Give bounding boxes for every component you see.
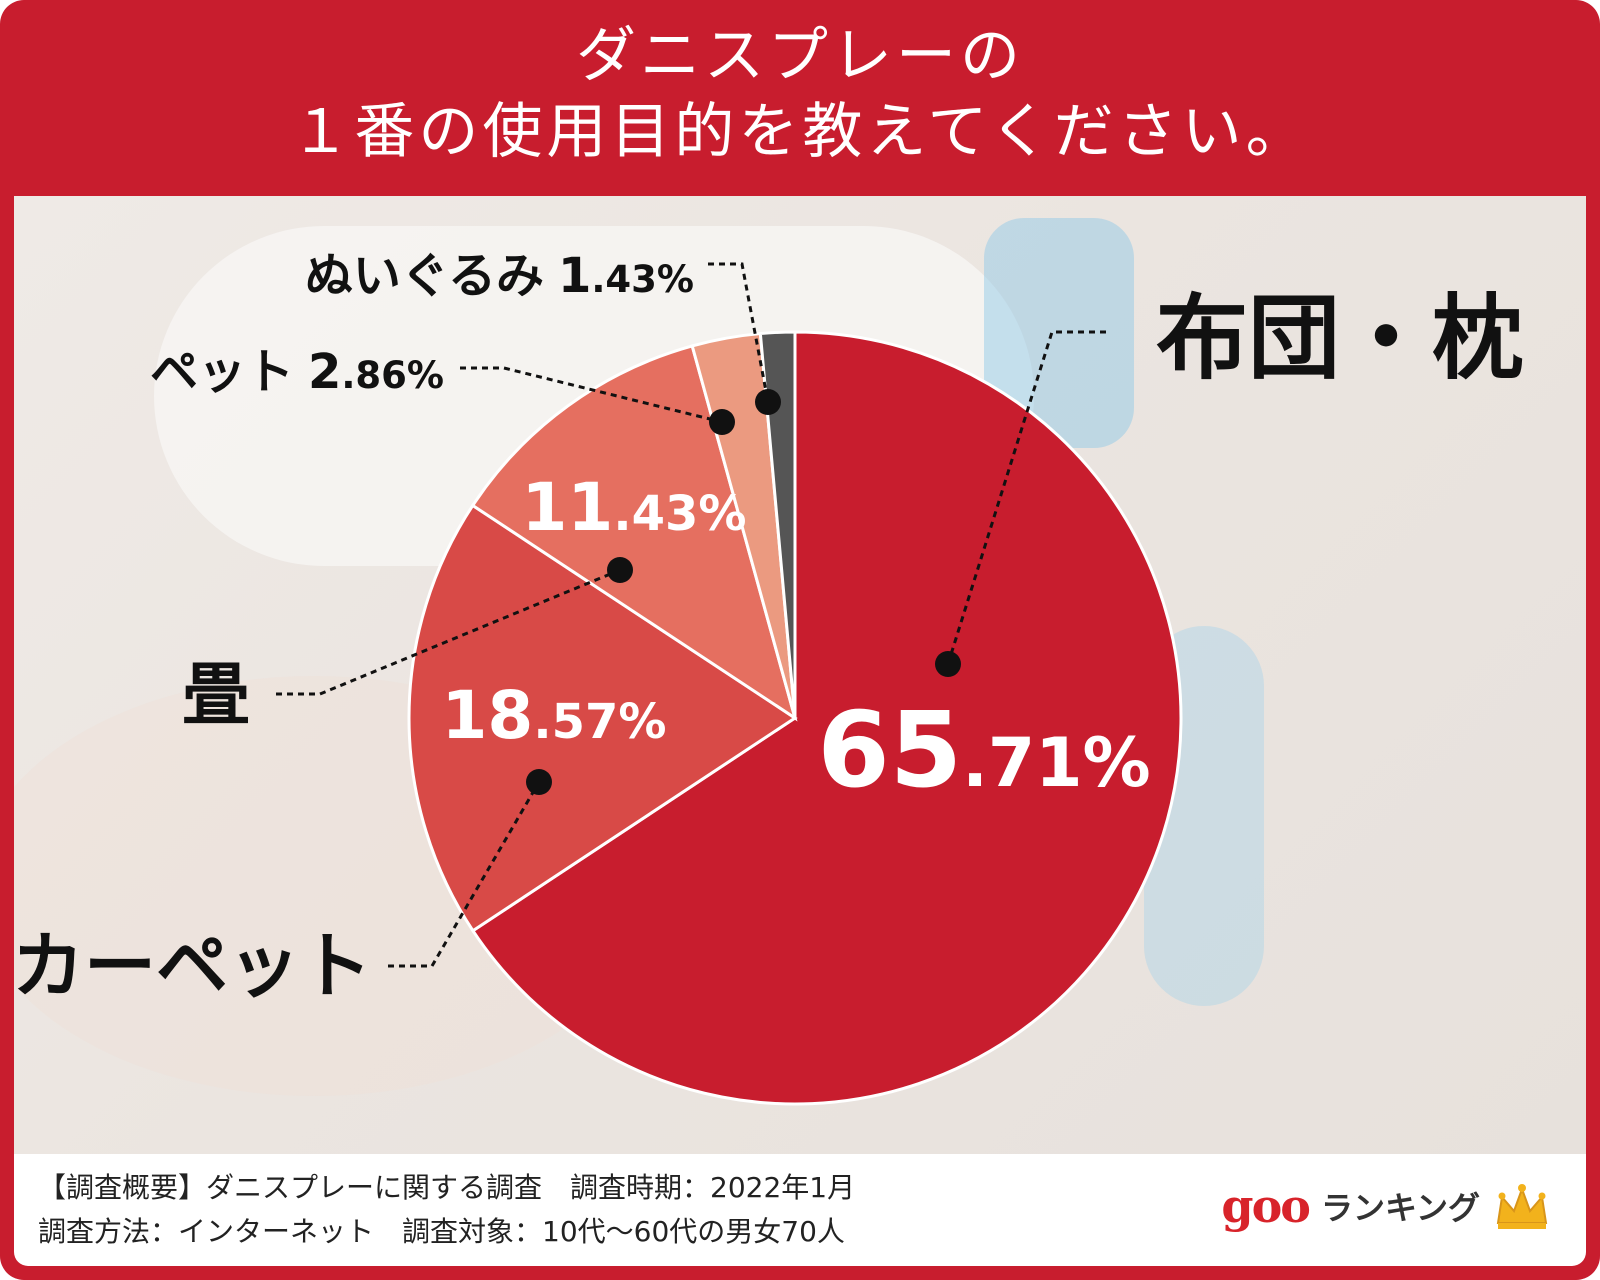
category-name-pet: ペット <box>150 344 294 400</box>
survey-line-1: 【調査概要】ダニスプレーに関する調査 調査時期：2022年1月 <box>38 1171 856 1204</box>
leader-dot-futon <box>935 651 961 677</box>
value-int-stuffed-toy: 1 <box>558 248 591 304</box>
leader-line-carpet <box>388 781 541 968</box>
value-int-pet: 2 <box>308 344 341 400</box>
pie-slice-stuffed-toy <box>758 330 797 719</box>
chart-panel: 65.71% 18.57% 11.43% 布団・枕 カーペット畳ペット 2.86% ぬいぐる… <box>14 196 1586 1154</box>
pie-slice-tatami <box>470 344 798 722</box>
crown-icon <box>1496 1184 1548 1229</box>
value-int-tatami: 11 <box>522 469 614 546</box>
leader-dot-carpet <box>526 769 552 795</box>
category-label-carpet: カーペット <box>14 924 372 1008</box>
category-label-tatami: 畳 <box>182 656 250 735</box>
value-dec-pet: .86% <box>341 354 444 397</box>
survey-line-2: 調査方法：インターネット 調査対象：10代〜60代の男女70人 <box>38 1215 845 1248</box>
value-label-futon: 65.71% <box>817 689 1150 811</box>
logo-goo-text: goo <box>1221 1179 1311 1233</box>
leader-line-stuffed-toy <box>708 262 770 403</box>
value-label-tatami: 11.43% <box>522 469 747 546</box>
category-name-stuffed-toy: ぬいぐるみ <box>305 248 544 304</box>
value-int-carpet: 18 <box>442 677 534 754</box>
category-label-stuffed-toy: ぬいぐるみ 1.43% <box>305 248 694 304</box>
leader-dot-pet <box>709 409 735 435</box>
pie-slice-carpet <box>407 503 798 933</box>
category-name-tatami: 畳 <box>182 656 250 735</box>
title-line-1: ダニスプレーの <box>576 21 1024 91</box>
category-label-pet: ペット 2.86% <box>150 344 444 400</box>
leader-dot-tatami <box>607 557 633 583</box>
logo-ranking-text: ランキング <box>1320 1189 1480 1227</box>
category-name-futon: 布団・枕 <box>1156 285 1524 392</box>
category-name-carpet: カーペット <box>14 924 372 1008</box>
value-label-carpet: 18.57% <box>442 677 667 754</box>
goo-ranking-logo[interactable]: goo ランキング <box>1221 1176 1552 1236</box>
pie-slice-futon <box>470 330 1183 1106</box>
value-dec-futon: .71% <box>962 724 1151 803</box>
leader-lines <box>276 262 1106 968</box>
leader-line-pet <box>460 366 723 424</box>
leader-line-tatami <box>276 568 621 696</box>
leader-dot-stuffed-toy <box>755 389 781 415</box>
value-dec-tatami: .43% <box>613 486 746 542</box>
category-label-futon: 布団・枕 <box>1156 285 1524 392</box>
value-dec-stuffed-toy: .43% <box>591 258 694 301</box>
footer: 【調査概要】ダニスプレーに関する調査 調査時期：2022年1月 調査方法：インタ… <box>14 1154 1586 1266</box>
chart-title: ダニスプレーの １番の使用目的を教えてください。 <box>0 18 1600 170</box>
title-line-2: １番の使用目的を教えてください。 <box>290 97 1310 167</box>
survey-summary: 【調査概要】ダニスプレーに関する調査 調査時期：2022年1月 調査方法：インタ… <box>38 1166 855 1254</box>
value-dec-carpet: .57% <box>533 694 666 750</box>
value-int-futon: 65 <box>817 689 962 811</box>
